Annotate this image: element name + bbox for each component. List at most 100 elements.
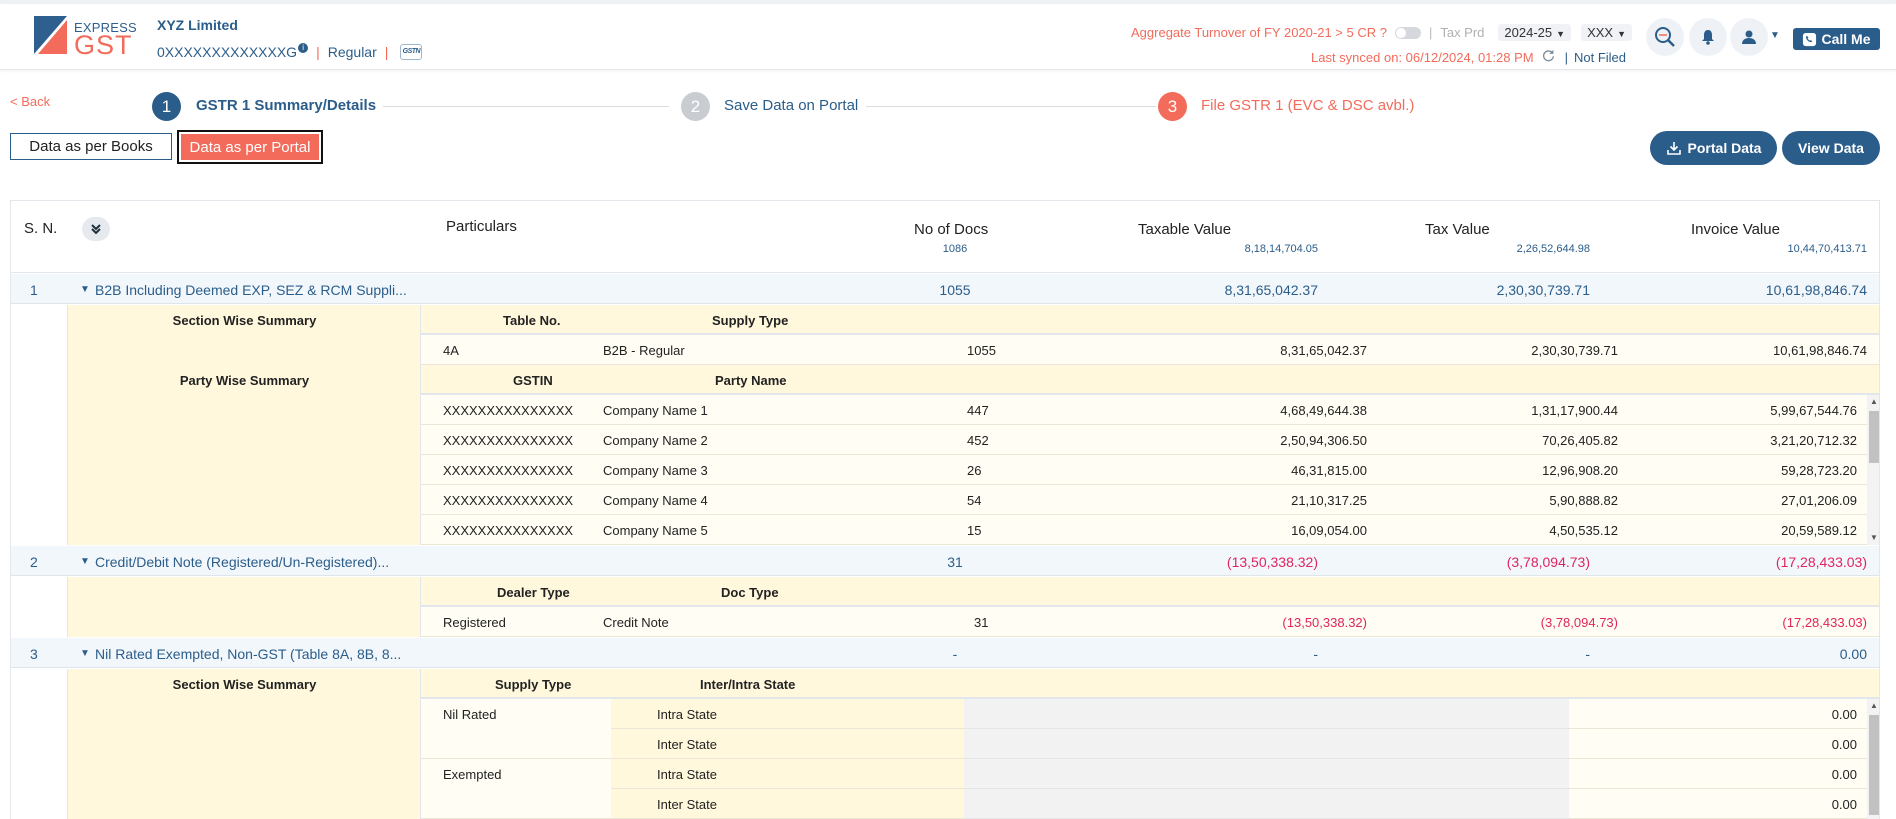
party-wise-summary-label: Party Wise Summary: [68, 365, 421, 545]
section-wise-summary-text: Section Wise Summary: [172, 313, 317, 328]
cell-party-name: Company Name 5: [603, 523, 708, 538]
col-supply-type: Supply Type: [712, 313, 789, 328]
cell-docs: 31: [974, 615, 989, 630]
refresh-icon[interactable]: [1542, 49, 1555, 65]
cell-table-no: 4A: [443, 343, 459, 358]
portal-data-button[interactable]: Portal Data: [1650, 131, 1777, 165]
call-me-button[interactable]: Call Me: [1793, 28, 1880, 50]
table-row[interactable]: XXXXXXXXXXXXXXX Company Name 1 447 4,68,…: [421, 395, 1867, 425]
section-row-credit-debit[interactable]: 2 ▼ Credit/Debit Note (Registered/Un-Reg…: [11, 546, 1879, 576]
cell-state: Inter State: [657, 797, 717, 812]
cell-invoice: 59,28,723.20: [1781, 463, 1857, 478]
cell-tax: 2,30,30,739.71: [1531, 343, 1618, 358]
section-invoice: 0.00: [1839, 646, 1867, 662]
double-chevron-down-icon: [91, 224, 101, 235]
section-row-nil-rated[interactable]: 3 ▼ Nil Rated Exempted, Non-GST (Table 8…: [11, 638, 1879, 668]
section-invoice: (17,28,433.03): [1775, 554, 1867, 570]
section-taxable: (13,50,338.32): [1226, 554, 1318, 570]
chevron-down-icon[interactable]: ▼: [80, 648, 90, 659]
nil-rated-scrollbar[interactable]: ▲: [1867, 699, 1879, 819]
turnover-toggle[interactable]: [1394, 26, 1421, 39]
scrollbar-thumb[interactable]: [1869, 411, 1879, 463]
step-1-number: 1: [152, 92, 181, 121]
fy-select-value: 2024-25: [1504, 25, 1553, 40]
table-row[interactable]: XXXXXXXXXXXXXXX Company Name 3 26 46,31,…: [421, 455, 1867, 485]
cell-doc-type: Credit Note: [603, 615, 669, 630]
table-row[interactable]: XXXXXXXXXXXXXXX Company Name 4 54 21,10,…: [421, 485, 1867, 515]
section-invoice: 10,61,98,846.74: [1765, 282, 1867, 298]
cell-taxable: 2,50,94,306.50: [1280, 433, 1367, 448]
caret-down-icon: ▼: [1556, 29, 1566, 39]
user-menu-button[interactable]: [1730, 18, 1768, 56]
table-row[interactable]: Registered Credit Note 31 (13,50,338.32)…: [421, 607, 1879, 637]
cell-gstin: XXXXXXXXXXXXXXX: [443, 403, 574, 418]
portal-data-label: Portal Data: [1687, 140, 1762, 156]
summary-table: S. N. Particulars No of Docs 1086 Taxabl…: [10, 200, 1880, 819]
cell-value: 0.00: [1831, 797, 1857, 812]
indent-spacer: [11, 669, 68, 819]
sync-status: Last synced on: 06/12/2024, 01:28 PM | N…: [1311, 49, 1626, 65]
scroll-down-icon[interactable]: ▼: [1870, 533, 1878, 542]
scroll-up-icon[interactable]: ▲: [1870, 397, 1878, 406]
col-supply-type: Supply Type: [495, 677, 572, 692]
party-list-scrollbar[interactable]: ▲ ▼: [1867, 395, 1879, 545]
download-icon: [1666, 142, 1681, 155]
cell-invoice: (17,28,433.03): [1782, 615, 1867, 630]
table-row[interactable]: XXXXXXXXXXXXXXX Company Name 2 452 2,50,…: [421, 425, 1867, 455]
search-button[interactable]: [1646, 18, 1684, 56]
cell-value: 0.00: [1831, 737, 1857, 752]
gstn-badge-icon[interactable]: GSTN: [400, 44, 423, 60]
period-select-value: XXX: [1587, 25, 1614, 40]
cell-docs: 26: [967, 463, 982, 478]
scroll-up-icon[interactable]: ▲: [1870, 701, 1878, 710]
cell-gstin: XXXXXXXXXXXXXXX: [443, 493, 574, 508]
header-invoice-value: Invoice Value: [1691, 221, 1780, 238]
step-1-label[interactable]: GSTR 1 Summary/Details: [196, 97, 377, 114]
tab-data-as-per-books[interactable]: Data as per Books: [10, 133, 172, 160]
value-cell: 0.00: [1569, 789, 1867, 819]
indent-spacer: [11, 305, 68, 545]
cell-tax: 1,31,17,900.44: [1531, 403, 1618, 418]
cell-gstin: XXXXXXXXXXXXXXX: [443, 433, 574, 448]
cell-party-name: Company Name 4: [603, 493, 708, 508]
call-me-label: Call Me: [1821, 31, 1871, 47]
cell-taxable: 8,31,65,042.37: [1280, 343, 1367, 358]
section-row-b2b[interactable]: 1 ▼ B2B Including Deemed EXP, SEZ & RCM …: [11, 274, 1879, 304]
supply-type-cell: Nil Rated: [421, 699, 611, 759]
express-gst-logo[interactable]: EXPRESS GST: [34, 16, 137, 60]
last-synced-text: Last synced on: 06/12/2024, 01:28 PM: [1311, 49, 1534, 65]
view-data-button[interactable]: View Data: [1782, 131, 1880, 165]
cell-taxable: 46,31,815.00: [1291, 463, 1367, 478]
user-menu-caret-icon[interactable]: ▼: [1770, 30, 1780, 41]
cell-party-name: Company Name 1: [603, 403, 708, 418]
tab-data-as-per-portal[interactable]: Data as per Portal: [181, 134, 319, 160]
back-link[interactable]: < Back: [10, 94, 51, 109]
scrollbar-thumb[interactable]: [1869, 715, 1879, 815]
cell-supply-type: B2B - Regular: [603, 343, 685, 358]
empty-cell: [964, 789, 1569, 819]
cell-invoice: 3,21,20,712.32: [1770, 433, 1857, 448]
table-row[interactable]: 4A B2B - Regular 1055 8,31,65,042.37 2,3…: [421, 335, 1879, 365]
cell-docs: 54: [967, 493, 982, 508]
fy-select[interactable]: 2024-25 ▼: [1498, 24, 1572, 41]
col-table-no: Table No.: [503, 313, 561, 328]
chevron-down-icon[interactable]: ▼: [80, 284, 90, 295]
notifications-button[interactable]: [1689, 18, 1727, 56]
chevron-down-icon[interactable]: ▼: [80, 556, 90, 567]
section-taxable: 8,31,65,042.37: [1224, 282, 1318, 298]
cell-docs: 447: [967, 403, 989, 418]
cell-docs: 452: [967, 433, 989, 448]
value-cell: 0.00: [1569, 699, 1867, 729]
period-select[interactable]: XXX ▼: [1581, 24, 1632, 41]
header-tax-value: Tax Value: [1425, 221, 1490, 238]
empty-cell: [964, 759, 1569, 789]
state-cell: Intra State: [611, 699, 964, 729]
step-2-label[interactable]: Save Data on Portal: [724, 97, 859, 114]
cell-state: Intra State: [657, 707, 717, 722]
table-row[interactable]: XXXXXXXXXXXXXXX Company Name 5 15 16,09,…: [421, 515, 1867, 545]
step-3-label[interactable]: File GSTR 1 (EVC & DSC avbl.): [1201, 97, 1415, 114]
expand-all-button[interactable]: [82, 217, 110, 241]
cell-tax: 4,50,535.12: [1549, 523, 1618, 538]
caret-down-icon: ▼: [1617, 29, 1626, 39]
info-icon[interactable]: i: [298, 43, 309, 53]
